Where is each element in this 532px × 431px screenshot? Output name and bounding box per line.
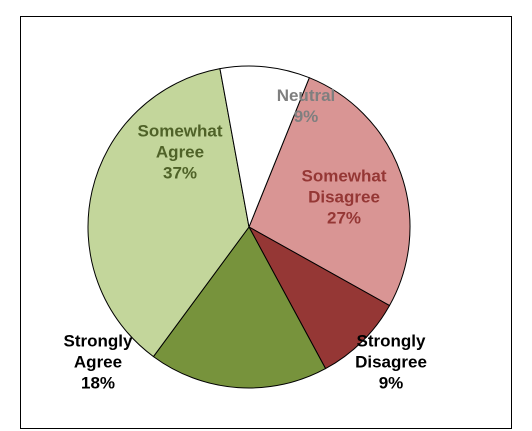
slice-label-line: 37%: [163, 163, 197, 182]
pie-slices: [87, 65, 411, 389]
slice-label-line: 27%: [327, 208, 361, 227]
slice-label-neutral: Neutral 9%: [277, 86, 336, 126]
slice-label-strongly-agree: Strongly Agree 18%: [64, 331, 133, 392]
pie-slice-somewhat-agree: [87, 68, 250, 358]
pie-slice-strongly-disagree: [248, 226, 391, 370]
slice-label-line: Strongly: [357, 331, 426, 350]
slice-label-line: Agree: [74, 352, 122, 371]
slice-label-somewhat-agree: Somewhat Agree 37%: [137, 121, 222, 182]
pie-slice-strongly-agree: [152, 226, 327, 389]
slice-label-line: Somewhat: [301, 166, 386, 185]
slice-label-line: 9%: [294, 107, 319, 126]
pie-labels: Somewhat Disagree 27%Strongly Disagree 9%Str…: [64, 86, 427, 393]
pie-slice-neutral: [219, 65, 310, 228]
slice-label-line: Disagree: [308, 187, 380, 206]
slice-label-strongly-disagree: Strongly Disagree 9%: [355, 331, 427, 392]
slice-label-line: 18%: [81, 373, 115, 392]
slice-label-line: Agree: [156, 142, 204, 161]
pie-slice-somewhat-disagree: [248, 77, 411, 307]
slice-label-line: Disagree: [355, 352, 427, 371]
slice-label-line: Somewhat: [137, 121, 222, 140]
slice-label-somewhat-disagree: Somewhat Disagree 27%: [301, 166, 386, 227]
slice-label-line: Neutral: [277, 86, 336, 105]
slice-label-line: 9%: [379, 373, 404, 392]
slice-label-line: Strongly: [64, 331, 133, 350]
